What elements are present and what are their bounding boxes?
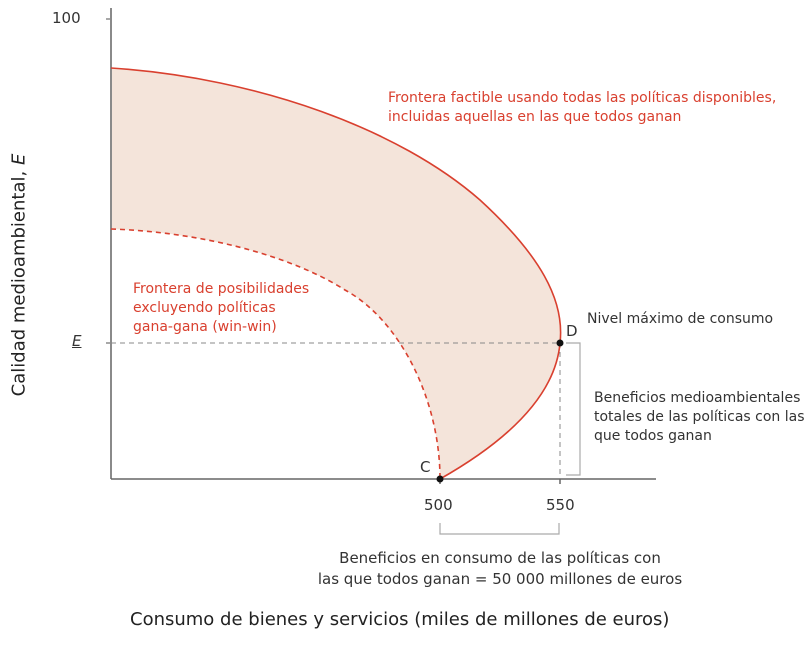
point-c-marker [436, 475, 444, 483]
y-axis-title-var: E [8, 153, 30, 166]
x-tick-label-500: 500 [424, 496, 453, 514]
excluding-frontier-annotation: Frontera de posibilidades excluyendo pol… [133, 280, 309, 337]
point-d-marker [556, 339, 564, 347]
y-marker-label-e: E [72, 332, 82, 350]
excl-annotation-line3: gana-gana (win-win) [133, 319, 277, 335]
feasible-annotation-line2: incluidas aquellas en las que todos gana… [388, 109, 682, 125]
consumption-benefit-bracket [439, 523, 560, 535]
environmental-benefit-annotation: Beneficios medioambientales totales de l… [594, 389, 805, 446]
excluding-win-win-frontier-curve [110, 228, 441, 480]
shaded-win-win-region [111, 68, 561, 479]
environmental-benefit-bracket [566, 342, 581, 476]
y-axis-title: Calidad medioambiental, E [9, 154, 30, 397]
x-tick-label-550: 550 [546, 496, 575, 514]
env-annotation-line2: totales de las políticas con las [594, 409, 805, 425]
env-annotation-line1: Beneficios medioambientales [594, 390, 801, 406]
x-axis-title: Consumo de bienes y servicios (miles de … [130, 609, 670, 630]
feasible-annotation-line1: Frontera factible usando todas las polít… [388, 90, 777, 106]
max-consumption-annotation: Nivel máximo de consumo [587, 311, 774, 327]
excl-annotation-line2: excluyendo políticas [133, 300, 276, 316]
point-c-label: C [420, 458, 431, 476]
excl-annotation-line1: Frontera de posibilidades [133, 281, 310, 297]
env-annotation-line3: que todos ganan [594, 428, 712, 444]
y-tick-label-100: 100 [52, 9, 81, 27]
cons-annotation-line1: Beneficios en consumo de las políticas c… [339, 549, 661, 567]
y-axis-title-text: Calidad medioambiental, [8, 165, 30, 397]
feasible-frontier-annotation: Frontera factible usando todas las polít… [388, 89, 776, 127]
cons-annotation-line2: las que todos ganan = 50 000 millones de… [317, 570, 683, 588]
feasible-frontier-curve [110, 67, 562, 480]
point-d-label: D [566, 322, 578, 340]
consumption-benefit-annotation: Beneficios en consumo de las políticas c… [300, 548, 700, 590]
